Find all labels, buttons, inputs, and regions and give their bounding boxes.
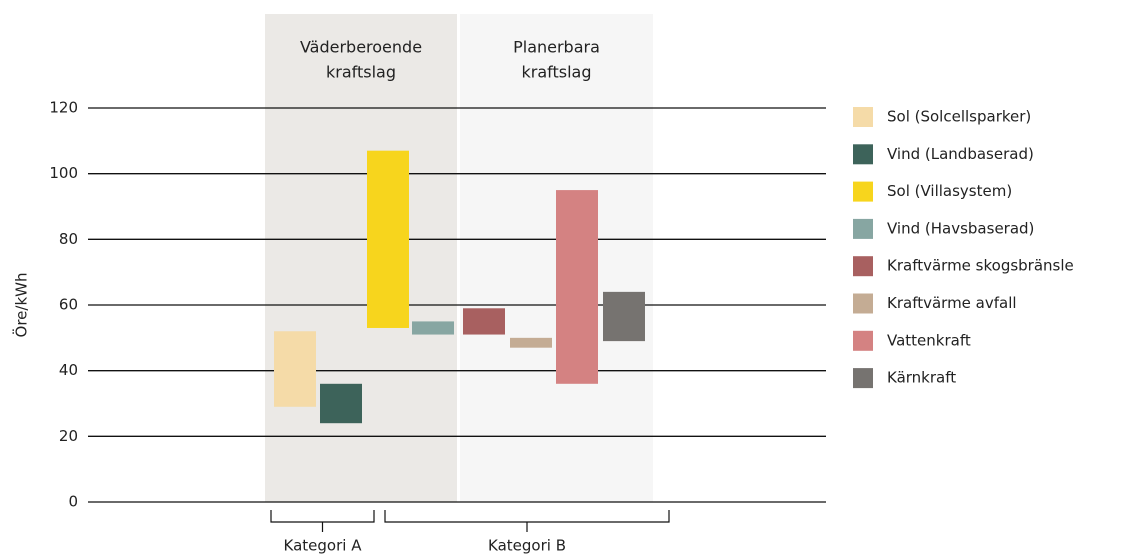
legend-label: Vind (Landbaserad): [887, 145, 1034, 163]
bar: [412, 321, 454, 335]
legend-label: Kraftvärme avfall: [887, 294, 1017, 312]
region-label: kraftslag: [521, 63, 591, 82]
y-tick-label: 100: [49, 164, 78, 182]
bar: [463, 308, 505, 335]
legend-swatch: [853, 368, 873, 389]
legend-swatch: [853, 256, 873, 277]
legend-swatch: [853, 144, 873, 165]
bar: [603, 291, 645, 342]
legend-label: Vattenkraft: [887, 331, 971, 349]
legend-swatch: [853, 293, 873, 314]
y-tick-label: 20: [59, 427, 78, 445]
region-label: Väderberoende: [300, 38, 422, 57]
legend-swatch: [853, 107, 873, 127]
y-tick-label: 80: [59, 230, 78, 248]
bracket: [384, 510, 670, 532]
legend-label: Kärnkraft: [887, 369, 956, 387]
bar: [320, 383, 362, 424]
bracket-label: Kategori B: [488, 537, 566, 555]
y-tick-label: 0: [68, 493, 78, 511]
bar: [274, 331, 316, 407]
bar: [556, 190, 598, 384]
region-label: Planerbara: [513, 38, 600, 57]
region: [265, 14, 457, 502]
legend-label: Vind (Havsbaserad): [887, 219, 1034, 237]
y-axis-label: Öre/kWh: [12, 273, 31, 338]
bracket-label: Kategori A: [284, 537, 363, 555]
bar: [510, 337, 552, 348]
y-tick-label: 120: [49, 99, 78, 117]
legend-label: Kraftvärme skogsbränsle: [887, 257, 1074, 275]
legend-label: Sol (Villasystem): [887, 182, 1012, 200]
bar: [367, 150, 409, 328]
legend-label: Sol (Solcellsparker): [887, 108, 1031, 126]
legend-swatch: [853, 218, 873, 239]
bracket: [270, 510, 375, 532]
y-tick-label: 60: [59, 296, 78, 314]
region-label: kraftslag: [326, 63, 396, 82]
legend-swatch: [853, 181, 873, 202]
y-tick-label: 40: [59, 361, 78, 379]
legend-swatch: [853, 330, 873, 351]
